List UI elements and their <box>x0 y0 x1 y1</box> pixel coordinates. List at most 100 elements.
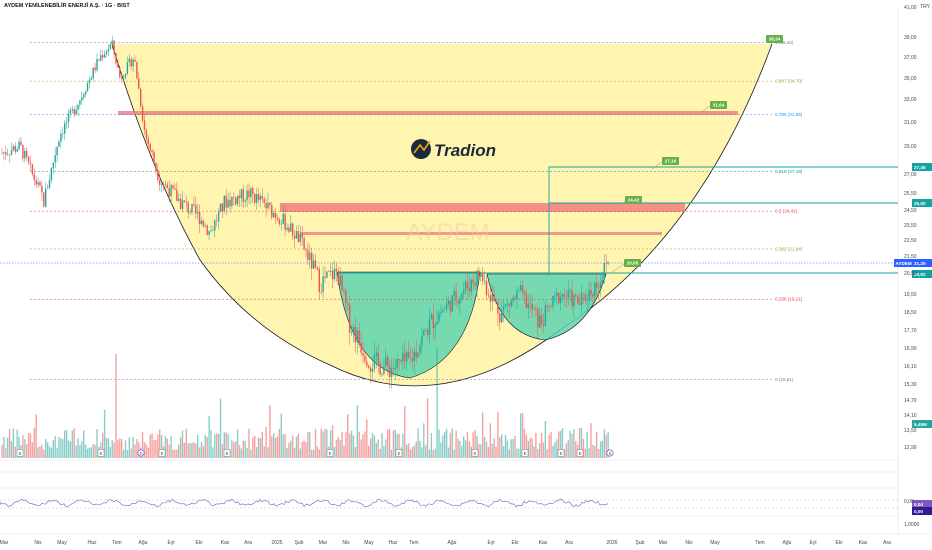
candle-body <box>501 310 503 323</box>
volume-bar <box>423 423 425 458</box>
candle-body <box>341 275 343 291</box>
candle-body <box>71 109 73 111</box>
x-tick-label: Nis <box>685 540 693 546</box>
candle-body <box>84 91 87 95</box>
volume-bar <box>50 447 53 458</box>
volume-bar <box>54 435 56 458</box>
candle-body <box>483 280 486 282</box>
volume-bar <box>417 428 419 458</box>
volume-bar <box>407 443 410 458</box>
candle-body <box>493 294 495 301</box>
symbol-title: AYDEM YENİLENEBİLİR ENERJİ A.Ş. · 1G · B… <box>4 3 130 9</box>
event-marker[interactable] <box>326 449 334 457</box>
candle-body <box>109 44 111 49</box>
candle-body <box>398 358 400 361</box>
candle-body <box>295 231 298 239</box>
candle-body <box>248 190 250 198</box>
event-marker[interactable] <box>158 449 166 457</box>
target-tag-label: 31,64 <box>713 103 725 108</box>
volume-bar <box>432 449 434 458</box>
volume-bar <box>278 428 281 458</box>
volume-bar <box>235 441 237 458</box>
volume-bar <box>307 431 309 458</box>
candle-body <box>364 355 366 362</box>
candle-body <box>569 290 571 291</box>
candle-body <box>326 271 328 278</box>
event-marker[interactable] <box>395 449 403 457</box>
volume-bar <box>406 444 408 458</box>
volume-bar <box>103 409 106 458</box>
candle-body <box>425 329 427 331</box>
candle-body <box>350 332 353 333</box>
volume-bar <box>523 428 526 458</box>
y-tick-label: 12,90 <box>904 445 917 451</box>
volume-bar <box>594 446 596 458</box>
volume-bar <box>67 440 70 458</box>
volume-bar <box>16 429 18 458</box>
x-tick-label: May <box>710 540 720 546</box>
volume-bar <box>252 437 254 458</box>
volume-bar <box>265 426 267 458</box>
volume-bar <box>303 440 305 458</box>
volume-bar <box>198 447 201 458</box>
y-tick-label: 39,00 <box>904 35 917 41</box>
x-tick-label: Ağu <box>139 540 148 546</box>
candle-body <box>45 188 47 207</box>
x-tick-label: Şub <box>295 540 304 546</box>
event-marker[interactable] <box>606 449 614 457</box>
x-tick-label: Eki <box>836 540 843 546</box>
candle-body <box>117 63 119 68</box>
candle-body <box>366 361 368 367</box>
candle-body <box>119 67 121 78</box>
candle-body <box>193 204 195 206</box>
volume-bar <box>138 442 140 458</box>
volume-bar <box>62 439 64 458</box>
volume-bar <box>546 449 548 458</box>
candle-body <box>584 294 586 301</box>
volume-bar <box>599 441 602 458</box>
volume-bar <box>362 434 364 458</box>
candle-body <box>86 83 89 92</box>
candle-body <box>368 366 370 368</box>
volume-bar <box>233 442 235 458</box>
volume-bar <box>46 442 49 458</box>
candle-body <box>552 295 554 307</box>
x-tick-label: Kas <box>539 540 548 546</box>
event-marker[interactable] <box>223 449 231 457</box>
volume-bar <box>24 439 26 458</box>
event-marker[interactable] <box>16 449 24 457</box>
x-tick-label: Şub <box>636 540 645 546</box>
candle-body <box>255 193 258 203</box>
event-marker-label: E <box>226 451 229 456</box>
event-marker[interactable] <box>557 449 565 457</box>
event-marker[interactable] <box>521 449 529 457</box>
candle-body <box>244 200 246 202</box>
candle-body <box>208 230 210 235</box>
volume-bar <box>121 439 123 458</box>
volume-bar <box>248 428 250 458</box>
y-tick-label: 21,50 <box>904 254 917 260</box>
resist-1-tag-label: 27,48 <box>914 165 926 170</box>
volume-bar <box>508 449 510 458</box>
fib-label: 0,786 (31,66) <box>775 112 803 117</box>
event-marker[interactable] <box>97 449 105 457</box>
candle-body <box>495 300 497 303</box>
candle-body <box>390 368 393 378</box>
volume-bar <box>605 434 607 458</box>
event-marker-label: E <box>579 451 582 456</box>
candle-body <box>138 78 140 89</box>
y-tick-label: 19,50 <box>904 292 917 298</box>
candle-body <box>463 290 465 294</box>
event-marker[interactable] <box>471 449 479 457</box>
event-marker[interactable] <box>137 449 145 457</box>
x-tick-label: Mar <box>319 540 328 546</box>
target-tag <box>662 157 679 165</box>
event-marker[interactable] <box>576 449 584 457</box>
candle-body <box>324 276 326 278</box>
volume-bar <box>550 431 552 458</box>
volume-bar <box>390 449 393 458</box>
volume-bar <box>445 428 448 458</box>
candle-body <box>35 180 37 185</box>
volume-bar <box>276 436 279 458</box>
